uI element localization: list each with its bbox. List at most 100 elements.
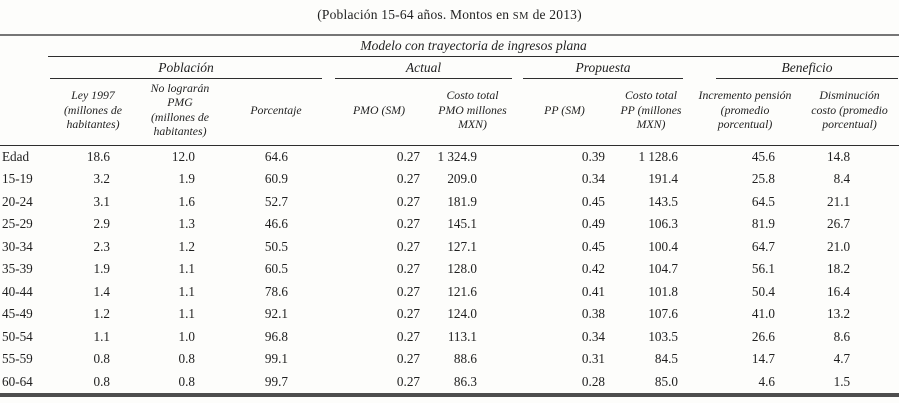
cell: 0.8 — [93, 351, 110, 367]
cell: 64.6 — [264, 148, 288, 164]
cell: 64.7 — [751, 238, 775, 254]
cell: 209.0 — [447, 171, 477, 187]
cell: 8.4 — [833, 171, 851, 187]
cell: 145.1 — [447, 216, 477, 232]
column-header-pmo-sm: PMO (SM) — [330, 79, 428, 146]
cell: 3.1 — [93, 193, 110, 209]
cell: 41.0 — [751, 306, 775, 322]
group-header-beneficio: Beneficio — [716, 60, 899, 79]
table-row: 45-49 1.2 1.1 92.1 0.27 124.0 0.38 107.6 41.0 13.… — [0, 303, 899, 326]
cell: 0.31 — [581, 351, 605, 367]
table-row: 55-59 0.8 0.8 99.1 0.27 88.6 0.31 84.5 14.7 4.7 — [0, 348, 899, 371]
row-label: Edad — [2, 148, 30, 164]
cell: 0.34 — [581, 171, 605, 187]
cell: 60.5 — [264, 261, 288, 277]
caption-prefix: (Población 15-64 años. Montos en — [317, 7, 513, 22]
cell: 46.6 — [264, 216, 288, 232]
cell: 26.6 — [751, 328, 775, 344]
cell: 0.49 — [581, 216, 605, 232]
column-header-costo-pmo: Costo total PMO millones MXN) — [428, 79, 517, 146]
cell: 1.1 — [93, 328, 110, 344]
cell: 14.8 — [827, 148, 851, 164]
cell: 21.1 — [827, 193, 851, 209]
cell: 0.45 — [581, 238, 605, 254]
cell: 16.4 — [827, 283, 851, 299]
group-cell-beneficio: Beneficio — [690, 57, 899, 79]
row-label: 55-59 — [2, 351, 33, 367]
cell: 1.9 — [93, 261, 110, 277]
cell: 0.27 — [396, 148, 420, 164]
column-header-incremento: Incremento pensión (promedio porcentual) — [690, 79, 800, 146]
cell: 0.27 — [396, 328, 420, 344]
cell: 26.7 — [827, 216, 851, 232]
cell: 1 128.6 — [638, 148, 678, 164]
row-label: 20-24 — [2, 193, 33, 209]
row-label: 15-19 — [2, 171, 33, 187]
group-cell-propuesta: Propuesta — [517, 57, 690, 79]
table-row: 60-64 0.8 0.8 99.7 0.27 86.3 0.28 85.0 4.6 1.5 — [0, 371, 899, 396]
cell: 1.1 — [178, 306, 195, 322]
column-header-disminucion: Disminución costo (promedio porcentual) — [800, 79, 899, 146]
cell: 143.5 — [648, 193, 678, 209]
data-table: Modelo con trayectoria de ingresos plana… — [0, 34, 899, 398]
group-header-row: Población Actual Propuesta Beneficio — [0, 57, 899, 80]
cell: 21.0 — [827, 238, 851, 254]
cell: 124.0 — [447, 306, 477, 322]
cell: 0.8 — [93, 373, 110, 389]
table-row: 15-19 3.2 1.9 60.9 0.27 209.0 0.34 191.4 25.8 8.4 — [0, 168, 899, 191]
column-header-costo-pp: Costo total PP (millones MXN) — [612, 79, 690, 146]
cell: 101.8 — [648, 283, 678, 299]
model-header-row: Modelo con trayectoria de ingresos plana — [0, 35, 899, 57]
cell: 1.4 — [93, 283, 110, 299]
cell: 181.9 — [447, 193, 477, 209]
cell: 0.27 — [396, 216, 420, 232]
stub-spacer — [0, 79, 48, 146]
cell: 8.6 — [833, 328, 851, 344]
group-header-actual: Actual — [335, 60, 512, 79]
model-header: Modelo con trayectoria de ingresos plana — [48, 35, 899, 57]
cell: 25.8 — [751, 171, 775, 187]
table-row: 30-34 2.3 1.2 50.5 0.27 127.1 0.45 100.4 64.7 21.… — [0, 236, 899, 259]
table-caption: (Población 15-64 años. Montos en SM de 2… — [0, 0, 899, 34]
cell: 100.4 — [648, 238, 678, 254]
cell: 103.5 — [648, 328, 678, 344]
cell: 84.5 — [654, 351, 678, 367]
cell: 104.7 — [648, 261, 678, 277]
cell: 14.7 — [751, 351, 775, 367]
cell: 81.9 — [751, 216, 775, 232]
table-row: 35-39 1.9 1.1 60.5 0.27 128.0 0.42 104.7 56.1 18.… — [0, 258, 899, 281]
cell: 2.3 — [93, 238, 110, 254]
cell: 0.27 — [396, 238, 420, 254]
table-row: 40-44 1.4 1.1 78.6 0.27 121.6 0.41 101.8 50.4 16.… — [0, 281, 899, 304]
row-label: 40-44 — [2, 283, 33, 299]
table-row: 25-29 2.9 1.3 46.6 0.27 145.1 0.49 106.3 81.9 26.… — [0, 213, 899, 236]
cell: 88.6 — [453, 351, 477, 367]
table-row: 20-24 3.1 1.6 52.7 0.27 181.9 0.45 143.5 64.5 21.… — [0, 191, 899, 214]
cell: 0.38 — [581, 306, 605, 322]
cell: 107.6 — [648, 306, 678, 322]
cell: 0.27 — [396, 351, 420, 367]
row-label: 60-64 — [2, 373, 33, 389]
cell: 0.27 — [396, 373, 420, 389]
cell: 0.27 — [396, 261, 420, 277]
row-label: 50-54 — [2, 328, 33, 344]
cell: 96.8 — [264, 328, 288, 344]
column-header-porcentaje: Porcentaje — [222, 79, 330, 146]
column-header-ley1997: Ley 1997 (millones de habitantes) — [48, 79, 138, 146]
row-label: 25-29 — [2, 216, 33, 232]
column-header-pp-sm: PP (SM) — [517, 79, 612, 146]
cell: 50.5 — [264, 238, 288, 254]
cell: 13.2 — [827, 306, 851, 322]
cell: 86.3 — [453, 373, 477, 389]
cell: 2.9 — [93, 216, 110, 232]
cell: 0.41 — [581, 283, 605, 299]
cell: 99.1 — [264, 351, 288, 367]
cell: 99.7 — [264, 373, 288, 389]
cell: 1.3 — [178, 216, 195, 232]
cell: 1.6 — [178, 193, 195, 209]
cell: 0.28 — [581, 373, 605, 389]
cell: 52.7 — [264, 193, 288, 209]
cell: 18.6 — [86, 148, 110, 164]
stub-spacer — [0, 57, 48, 80]
